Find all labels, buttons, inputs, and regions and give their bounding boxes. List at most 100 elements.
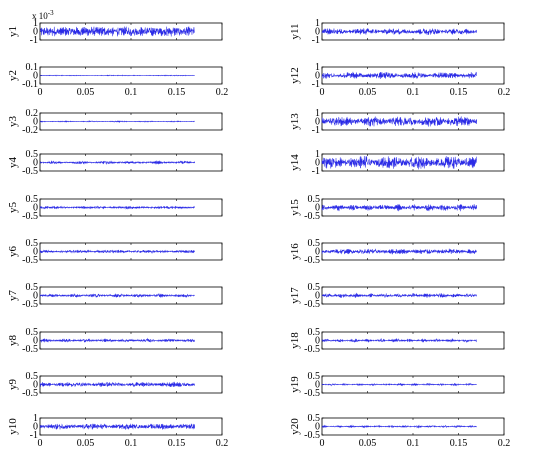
y-tick-label: 0.5 (308, 371, 321, 382)
y-tick-label: -1 (312, 79, 320, 90)
y-tick-label: 1 (33, 18, 38, 29)
x-tick-label: 0 (38, 438, 43, 449)
signal-trace-y19 (321, 382, 477, 387)
subplot-y14: 10-1 y14 (289, 149, 505, 177)
y-tick-label: 0.5 (26, 282, 39, 293)
y-tick-label: 0 (33, 27, 38, 38)
subplot-y7: 0.50-0.5y7 (7, 282, 223, 310)
y-tick-label: 0.5 (308, 194, 321, 205)
y-axis-label: y19 (289, 376, 301, 393)
y-axis-label: y11 (289, 23, 301, 39)
x-tick-label: 0.15 (168, 87, 186, 98)
y-tick-label: -0.5 (22, 255, 38, 266)
y-tick-label: 0.5 (26, 194, 39, 205)
y-tick-label: -0.5 (22, 344, 38, 355)
x-tick-label: 0.05 (77, 87, 95, 98)
y-tick-label: -0.5 (304, 211, 320, 222)
y-tick-label: -0.2 (22, 125, 38, 136)
x-tick-label: 0.05 (359, 87, 377, 98)
signal-trace-y20 (321, 424, 477, 429)
y-tick-label: -0.5 (304, 388, 320, 399)
x-tick-label: 0 (320, 87, 325, 98)
subplot-y3: 0.20-0.2y3 (7, 108, 223, 136)
signal-trace-y14 (321, 155, 477, 170)
y-axis-label: y18 (289, 332, 301, 349)
y-tick-label: -0.5 (304, 430, 320, 441)
x-tick-label: 0.1 (125, 438, 138, 449)
y-tick-label: -0.5 (22, 388, 38, 399)
y-tick-label: -1 (30, 430, 38, 441)
y-tick-label: 1 (315, 62, 320, 73)
y-axis-label: y20 (289, 418, 301, 435)
subplot-y6: 0.50-0.5y6 (7, 238, 223, 266)
x-tick-label: 0.1 (125, 87, 138, 98)
y-axis-label: y17 (289, 287, 301, 304)
signal-trace-y1 (39, 26, 195, 37)
subplot-y13: 10-1 y13 (289, 108, 505, 136)
y-tick-label: 0 (315, 203, 320, 214)
y-tick-label: -0.5 (304, 255, 320, 266)
x-tick-label: 0.2 (216, 87, 229, 98)
y-tick-label: -1 (312, 125, 320, 136)
y-tick-label: -1 (312, 35, 320, 46)
y-tick-label: 0.5 (26, 327, 39, 338)
signal-trace-y8 (39, 337, 195, 343)
signal-trace-y5 (39, 205, 195, 210)
signal-trace-y4 (39, 160, 195, 165)
y-axis-label: y8 (7, 335, 19, 347)
y-tick-label: -0.5 (304, 344, 320, 355)
subplot-y8: 0.50-0.5y8 (7, 327, 223, 355)
y-tick-label: -0.5 (304, 299, 320, 310)
y-tick-label: 0.2 (26, 108, 39, 119)
y-tick-label: 0 (315, 27, 320, 38)
y-tick-label: 0 (315, 291, 320, 302)
signal-trace-y3 (39, 120, 195, 124)
x-tick-label: 0.1 (407, 438, 420, 449)
y-tick-label: -0.1 (22, 79, 38, 90)
y-axis-label: y7 (7, 290, 19, 302)
x-tick-label: 0 (38, 87, 43, 98)
y-tick-label: 1 (33, 413, 38, 424)
y-tick-label: 1 (315, 18, 320, 29)
signal-trace-y18 (321, 337, 477, 343)
y-tick-label: 0 (315, 158, 320, 169)
y-axis-label: y4 (7, 157, 19, 169)
y-tick-label: -1 (312, 166, 320, 177)
y-tick-label: -0.5 (22, 299, 38, 310)
y-tick-label: 0.5 (26, 149, 39, 160)
y-axis-label: y3 (7, 116, 19, 128)
y-tick-label: 0.5 (308, 282, 321, 293)
y-tick-label: 0 (33, 291, 38, 302)
signal-trace-y2 (39, 74, 195, 77)
y-tick-label: 0 (315, 71, 320, 82)
x-tick-label: 0.1 (407, 87, 420, 98)
subplot-y5: 0.50-0.5y5 (7, 194, 223, 222)
x-tick-label: 0.15 (450, 87, 468, 98)
y-axis-label: y13 (289, 113, 301, 130)
y-tick-label: 0 (315, 336, 320, 347)
signal-trace-y13 (321, 116, 477, 127)
y-tick-label: 0 (33, 380, 38, 391)
signal-trace-y9 (39, 381, 195, 388)
y-tick-label: 0.5 (26, 238, 39, 249)
y-tick-label: -1 (30, 35, 38, 46)
subplot-y9: 0.50-0.5y9 (7, 371, 223, 399)
y-tick-label: 0 (315, 380, 320, 391)
signal-trace-y12 (321, 71, 477, 80)
y-tick-label: 0.1 (26, 62, 39, 73)
y-tick-label: -0.5 (22, 166, 38, 177)
y-axis-label: y2 (7, 70, 19, 81)
sci-multiplier: x 10-3 (32, 9, 54, 21)
x-tick-label: 0.2 (498, 87, 511, 98)
y-tick-label: 0.5 (308, 327, 321, 338)
signal-trace-y17 (321, 292, 477, 299)
y-tick-label: 0 (315, 422, 320, 433)
y-tick-label: 0 (33, 247, 38, 258)
x-tick-label: 0.05 (359, 438, 377, 449)
